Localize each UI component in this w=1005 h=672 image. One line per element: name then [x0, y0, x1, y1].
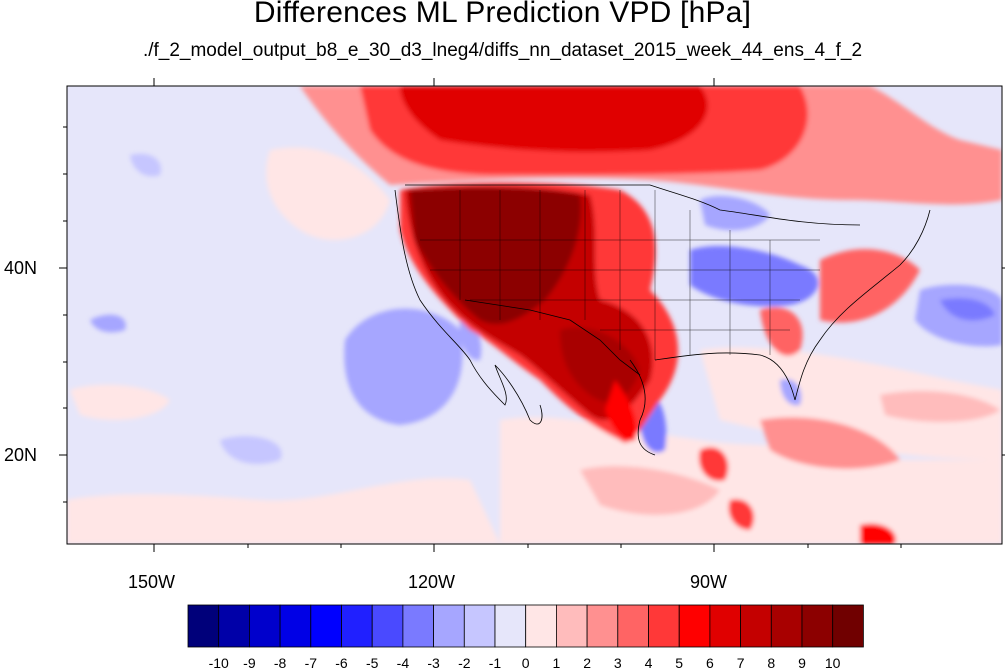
contour-pos-2 [580, 466, 720, 515]
colorbar-tick-label: 1 [552, 655, 561, 671]
colorbar-tick-label: -3 [427, 655, 440, 671]
colorbar-swatch [801, 604, 834, 648]
colorbar-swatch [218, 604, 250, 648]
colorbar-tick-label: -2 [458, 655, 471, 671]
colorbar-swatch [586, 604, 619, 648]
colorbar-tick-label: 4 [644, 655, 653, 671]
gulf-coast-east [654, 352, 796, 401]
contour-neg-2 [700, 195, 770, 231]
us-mexico-border [464, 299, 641, 376]
lon-label-120w: 120W [408, 572, 456, 592]
map-plot-area [67, 86, 1002, 544]
contour-pos-7 [400, 86, 708, 152]
contour-neg-1 [220, 436, 282, 464]
contour-neg-1 [130, 153, 161, 177]
contour-fills [67, 86, 1002, 544]
colorbar-swatch [279, 604, 312, 648]
west-coastline [394, 189, 543, 425]
contour-pos-1 [70, 384, 170, 420]
colorbar [187, 604, 864, 648]
colorbar-swatch [648, 604, 680, 648]
colorbar-tick-label: -5 [365, 655, 379, 671]
coastlines-and-borders [394, 184, 931, 456]
contour-neg-2 [780, 379, 802, 406]
colorbar-tick-label: -6 [335, 655, 348, 671]
axis-ticks [59, 78, 1005, 552]
great-lakes-border [649, 184, 861, 226]
colorbar-swatch [494, 604, 527, 648]
contour-pos-10 [410, 186, 581, 324]
colorbar-tick-label: -10 [208, 655, 229, 671]
colorbar-tick-label: -9 [243, 655, 256, 671]
lat-label-40n: 40N [4, 258, 38, 278]
contour-pos-4 [760, 307, 803, 356]
atlantic-coastline [794, 209, 931, 401]
contour-pos-2 [880, 390, 1000, 422]
state-lines [420, 190, 820, 360]
colorbar-tick-label: 9 [798, 655, 806, 671]
contour-pos-1 [67, 478, 500, 544]
lon-label-150w: 150W [128, 572, 176, 592]
colorbar-swatch [248, 604, 281, 648]
colorbar-swatch [525, 604, 557, 648]
colorbar-tick-label: 3 [613, 655, 622, 671]
colorbar-tick-label: -1 [488, 655, 502, 671]
lon-label-90w: 90W [690, 572, 728, 592]
colorbar-tick-label: 5 [675, 655, 684, 671]
colorbar-swatch [556, 604, 588, 648]
colorbar-swatch [402, 604, 434, 648]
contour-neg-2 [90, 314, 126, 333]
colorbar-swatch [832, 604, 864, 648]
contour-pos-3 [760, 417, 900, 469]
contour-pos-1 [266, 147, 390, 240]
colorbar-tick-label: 10 [824, 655, 841, 671]
colorbar-swatch [770, 604, 803, 648]
colorbar-tick-label: -8 [273, 655, 287, 671]
contour-pos-5 [699, 447, 729, 481]
colorbar-swatch [371, 604, 404, 648]
lat-label-20n: 20N [4, 445, 38, 465]
contour-pos-6 [860, 523, 896, 544]
contour-pos-4 [820, 249, 920, 323]
colorbar-swatch [617, 604, 649, 648]
colorbar-tick-label: 0 [521, 655, 530, 671]
colorbar-tick-label: -7 [304, 655, 318, 671]
contour-pos-6 [605, 380, 637, 441]
colorbar-swatch [740, 604, 772, 648]
colorbar-swatch [709, 604, 742, 648]
colorbar-swatch [433, 604, 465, 648]
contour-pos-1 [500, 417, 1002, 544]
contour-neg-2 [344, 308, 463, 425]
colorbar-tick-label: 8 [767, 655, 776, 671]
colorbar-tick-label: 7 [736, 655, 745, 671]
colorbar-tick-label: 6 [705, 655, 714, 671]
map-subtitle: ./f_2_model_output_b8_e_30_d3_lneg4/diff… [142, 40, 863, 61]
contour-neg-3 [940, 298, 995, 321]
colorbar-swatch [310, 604, 342, 648]
map-title: Differences ML Prediction VPD [hPa] [253, 0, 752, 29]
colorbar-swatch [463, 604, 496, 648]
colorbar-swatch [678, 604, 711, 648]
colorbar-tick-label: -4 [396, 655, 410, 671]
colorbar-swatch [341, 604, 373, 648]
contour-neg-3 [690, 245, 819, 307]
colorbar-swatch [187, 604, 220, 648]
gulf-coastline [629, 359, 656, 456]
colorbar-tick-label: 2 [583, 655, 591, 671]
contour-pos-5 [728, 499, 754, 530]
